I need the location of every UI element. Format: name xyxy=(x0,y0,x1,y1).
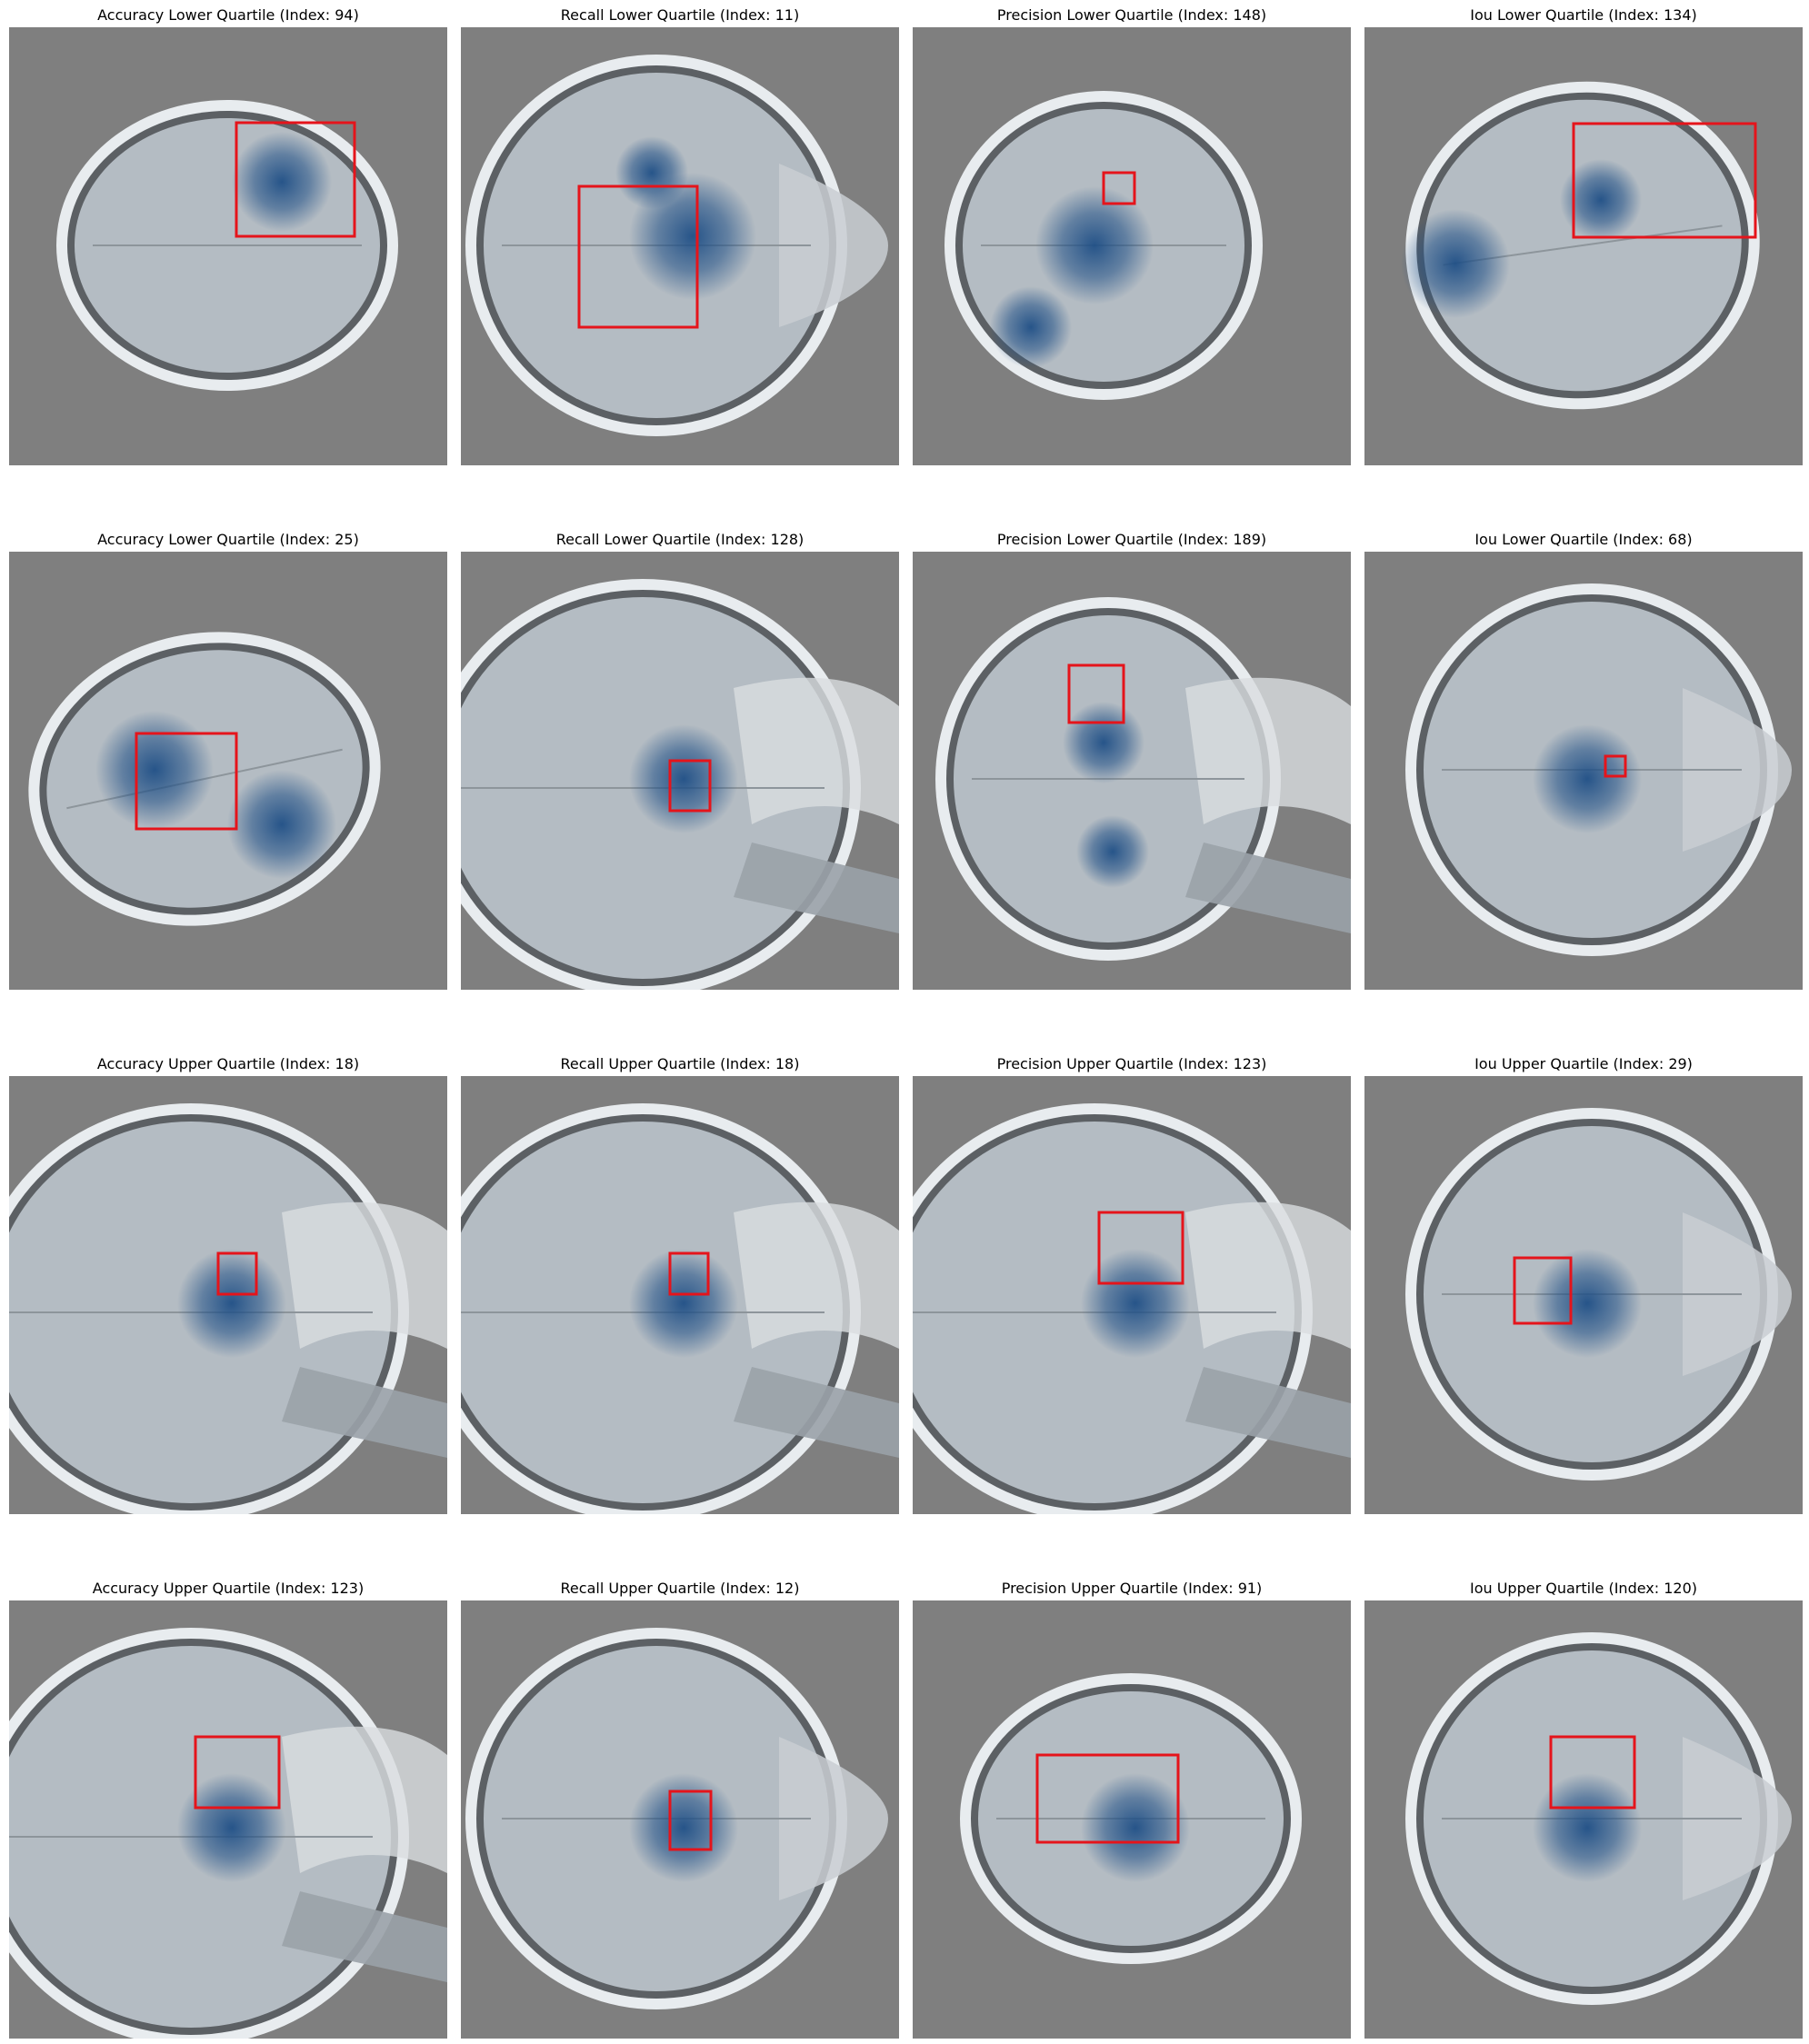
attention-heatmap xyxy=(227,770,336,879)
mri-image xyxy=(461,27,899,465)
attention-heatmap xyxy=(1081,1249,1190,1358)
panel-title: Iou Upper Quartile (Index: 120) xyxy=(1469,1580,1698,1597)
attention-heatmap xyxy=(1035,186,1154,304)
mri-image xyxy=(913,552,1351,990)
panel-title: Accuracy Lower Quartile (Index: 25) xyxy=(97,531,359,548)
mri-scan-figure xyxy=(913,1076,1351,1514)
ground-truth-box xyxy=(577,184,699,329)
mri-image xyxy=(1364,27,1803,465)
mri-image xyxy=(913,27,1351,465)
ground-truth-box xyxy=(216,1251,258,1296)
attention-heatmap xyxy=(177,1249,286,1358)
mri-scan-figure xyxy=(461,27,899,465)
mri-image xyxy=(1364,552,1803,990)
panel-title: Precision Upper Quartile (Index: 91) xyxy=(1001,1580,1263,1597)
attention-heatmap xyxy=(1063,702,1144,783)
mri-scan-figure xyxy=(461,1600,899,2039)
mri-image xyxy=(1364,1600,1803,2039)
panel-title: Recall Upper Quartile (Index: 12) xyxy=(560,1580,800,1597)
attention-heatmap xyxy=(232,132,332,232)
panel-title: Iou Lower Quartile (Index: 68) xyxy=(1474,531,1693,548)
attention-heatmap xyxy=(95,711,214,829)
attention-heatmap xyxy=(1401,209,1510,318)
mri-image xyxy=(9,552,447,990)
mri-scan-figure xyxy=(9,552,447,990)
attention-heatmap xyxy=(1533,1249,1642,1358)
ground-truth-box xyxy=(235,121,356,238)
ground-truth-box xyxy=(1549,1735,1636,1810)
mri-scan-figure xyxy=(913,552,1351,990)
ground-truth-box xyxy=(1097,1211,1184,1285)
ground-truth-box xyxy=(1102,171,1136,205)
panel-title: Accuracy Upper Quartile (Index: 18) xyxy=(96,1055,360,1072)
mri-image xyxy=(461,552,899,990)
mri-scan-figure xyxy=(1364,27,1803,465)
panel-title: Recall Lower Quartile (Index: 128) xyxy=(555,531,805,548)
ground-truth-box xyxy=(194,1735,281,1810)
mri-image xyxy=(1364,1076,1803,1514)
attention-heatmap xyxy=(1076,815,1149,888)
ground-truth-box xyxy=(668,759,712,813)
mri-image xyxy=(9,1600,447,2039)
mri-image xyxy=(9,27,447,465)
mri-image xyxy=(913,1600,1351,2039)
panel-title: Precision Upper Quartile (Index: 123) xyxy=(996,1055,1267,1072)
panel-title: Accuracy Upper Quartile (Index: 123) xyxy=(92,1580,365,1597)
panel-title: Accuracy Lower Quartile (Index: 94) xyxy=(97,6,359,24)
mri-scan-figure xyxy=(461,552,899,990)
panel-title: Precision Lower Quartile (Index: 148) xyxy=(996,6,1267,24)
panel-title: Precision Lower Quartile (Index: 189) xyxy=(996,531,1267,548)
mri-scan-figure xyxy=(1364,552,1803,990)
attention-heatmap xyxy=(629,1773,738,1882)
mri-scan-figure xyxy=(1364,1600,1803,2039)
mri-scan-figure xyxy=(913,27,1351,465)
attention-heatmap xyxy=(177,1773,286,1882)
attention-heatmap xyxy=(629,724,738,833)
attention-heatmap xyxy=(1081,1773,1190,1882)
mri-image xyxy=(9,1076,447,1514)
mri-scan-figure xyxy=(461,1076,899,1514)
ground-truth-box xyxy=(1513,1256,1573,1325)
ground-truth-box xyxy=(1604,754,1627,778)
ground-truth-box xyxy=(1035,1753,1180,1844)
ground-truth-box xyxy=(668,1790,713,1851)
panel-title: Iou Upper Quartile (Index: 29) xyxy=(1474,1055,1693,1072)
mri-scan-figure xyxy=(913,1600,1351,2039)
attention-heatmap xyxy=(990,286,1072,368)
panel-title: Recall Lower Quartile (Index: 11) xyxy=(560,6,800,24)
attention-heatmap xyxy=(1533,724,1642,833)
mri-scan-figure xyxy=(1364,1076,1803,1514)
attention-heatmap xyxy=(1560,159,1642,241)
mri-scan-figure xyxy=(9,27,447,465)
attention-heatmap xyxy=(629,1249,738,1358)
mri-scan-figure xyxy=(9,1600,447,2039)
panel-title: Recall Upper Quartile (Index: 18) xyxy=(560,1055,800,1072)
ground-truth-box xyxy=(668,1251,710,1296)
ground-truth-box xyxy=(1572,122,1757,239)
panel-title: Iou Lower Quartile (Index: 134) xyxy=(1470,6,1697,24)
mri-image xyxy=(461,1076,899,1514)
attention-heatmap xyxy=(615,136,688,209)
attention-heatmap xyxy=(1533,1773,1642,1882)
ground-truth-box xyxy=(1067,663,1125,724)
ground-truth-box xyxy=(135,732,238,831)
mri-image xyxy=(913,1076,1351,1514)
mri-scan-figure xyxy=(9,1076,447,1514)
mri-image xyxy=(461,1600,899,2039)
